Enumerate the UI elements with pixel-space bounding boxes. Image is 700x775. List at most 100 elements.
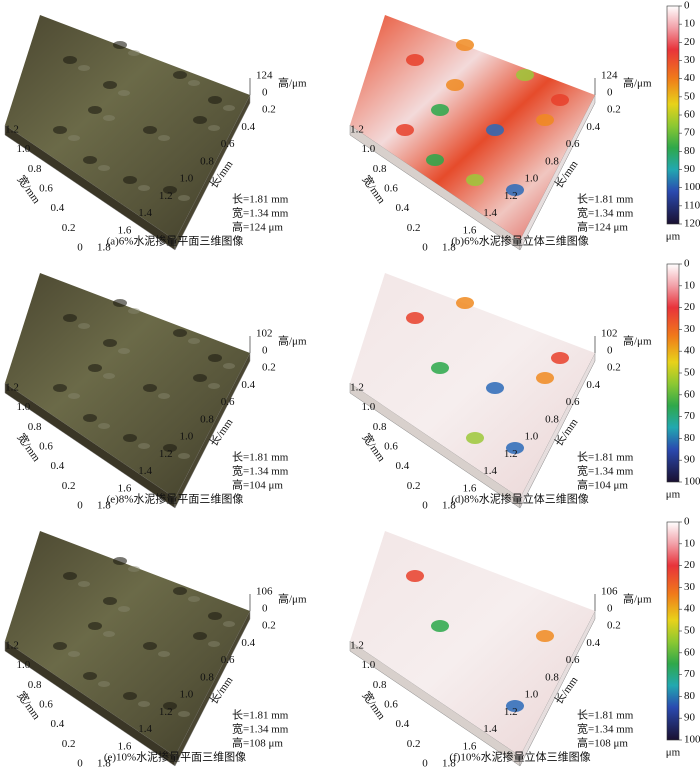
dimension-note: 长=1.81 mm [232, 193, 289, 206]
width-tick-label: 0.8 [28, 679, 42, 691]
texture [63, 56, 77, 64]
texture [431, 362, 449, 374]
texture [128, 308, 140, 314]
texture [138, 443, 150, 449]
width-tick-label: 0.2 [62, 480, 76, 492]
length-tick-label: 1.2 [159, 706, 173, 718]
texture [486, 382, 504, 394]
colorbar-tick-label: 10 [684, 18, 696, 30]
height-tick-label: 0 [262, 87, 268, 99]
panel: 1060高/μm1.21.00.80.60.40.20宽/mm0.20.40.6… [349, 516, 700, 770]
texture [426, 154, 444, 166]
texture [63, 314, 77, 322]
length-tick-label: 1.4 [138, 465, 152, 477]
surface [5, 531, 250, 756]
width-tick-label: 1.0 [361, 659, 375, 671]
length-tick-label: 1.8 [442, 500, 456, 512]
colorbar-tick-label: 10 [684, 537, 696, 549]
colorbar-tick-label: 50 [684, 625, 696, 637]
texture [208, 641, 220, 647]
height-axis-label: 高/μm [278, 334, 307, 348]
surface [350, 531, 595, 756]
texture [103, 597, 117, 605]
colorbar-tick-label: 40 [684, 603, 696, 615]
colorbar-tick-label: 120 [684, 218, 700, 230]
dimension-note: 宽=1.34 mm [577, 206, 634, 220]
width-tick-label: 0.8 [28, 421, 42, 433]
length-tick-label: 1.6 [463, 224, 477, 236]
texture [193, 632, 207, 640]
colorbar-tick-label: 50 [684, 90, 696, 102]
length-tick-label: 0.8 [545, 413, 559, 425]
texture [551, 94, 569, 106]
caption: (e)10%水泥掺量平面三维图像 [104, 750, 246, 764]
panel: 1060高/μm1.21.00.80.60.40.20宽/mm0.20.40.6… [4, 531, 307, 770]
width-tick-label: 0.2 [62, 738, 76, 750]
colorbar-tick-label: 40 [684, 72, 696, 84]
texture [466, 174, 484, 186]
dimension-note: 高=124 μm [232, 220, 283, 234]
length-tick-label: 0.4 [241, 379, 255, 391]
height-tick-label: 124 [256, 70, 273, 82]
texture [173, 587, 187, 595]
length-tick-label: 0.8 [545, 155, 559, 167]
texture [223, 621, 235, 627]
texture [431, 104, 449, 116]
length-tick-label: 0.2 [262, 620, 276, 632]
texture [98, 681, 110, 687]
width-tick-label: 0.2 [407, 480, 421, 492]
texture [68, 393, 80, 399]
texture [83, 414, 97, 422]
texture [53, 642, 67, 650]
width-tick-label: 0.6 [39, 441, 53, 453]
surface [5, 15, 250, 240]
width-tick-label: 0.8 [28, 163, 42, 175]
width-tick-label: 0.4 [395, 202, 409, 214]
length-tick-label: 1.0 [180, 431, 194, 443]
texture [506, 442, 524, 454]
texture [536, 630, 554, 642]
texture [506, 184, 524, 196]
texture [53, 126, 67, 134]
texture [536, 372, 554, 384]
width-tick-label: 1.2 [350, 124, 364, 136]
height-tick-label: 124 [601, 70, 618, 82]
texture [466, 432, 484, 444]
caption: (b)6%水泥掺量立体三维图像 [451, 234, 589, 248]
texture [118, 90, 130, 96]
texture [138, 701, 150, 707]
height-tick-label: 0 [262, 345, 268, 357]
height-tick-label: 0 [262, 603, 268, 615]
length-tick-label: 1.8 [97, 758, 111, 770]
texture [406, 312, 424, 324]
length-tick-label: 1.2 [159, 448, 173, 460]
panel: 1020高/μm1.21.00.80.60.40.20宽/mm0.20.40.6… [349, 258, 700, 512]
texture [188, 80, 200, 86]
width-tick-label: 0.2 [407, 222, 421, 234]
texture [103, 115, 115, 121]
texture [123, 176, 137, 184]
length-tick-label: 0.6 [566, 654, 580, 666]
colorbar-tick-label: 100 [684, 476, 700, 488]
texture [83, 156, 97, 164]
texture [113, 299, 127, 307]
colorbar-tick-label: 30 [684, 54, 696, 66]
colorbar-unit: μm [666, 231, 681, 243]
length-tick-label: 0.2 [262, 362, 276, 374]
texture [83, 672, 97, 680]
colorbar-tick-label: 0 [684, 516, 690, 528]
length-tick-label: 1.6 [118, 482, 132, 494]
length-tick-label: 1.2 [504, 448, 518, 460]
width-tick-label: 0.6 [384, 441, 398, 453]
dimension-note: 高=124 μm [577, 220, 628, 234]
length-tick-label: 0.2 [607, 362, 621, 374]
surface [350, 273, 595, 498]
texture [78, 323, 90, 329]
length-tick-label: 0.4 [586, 379, 600, 391]
length-tick-label: 1.6 [463, 740, 477, 752]
colorbar-tick-label: 40 [684, 345, 696, 357]
width-tick-label: 1.0 [16, 659, 30, 671]
texture [88, 106, 102, 114]
height-tick-label: 102 [256, 328, 273, 340]
texture [396, 124, 414, 136]
